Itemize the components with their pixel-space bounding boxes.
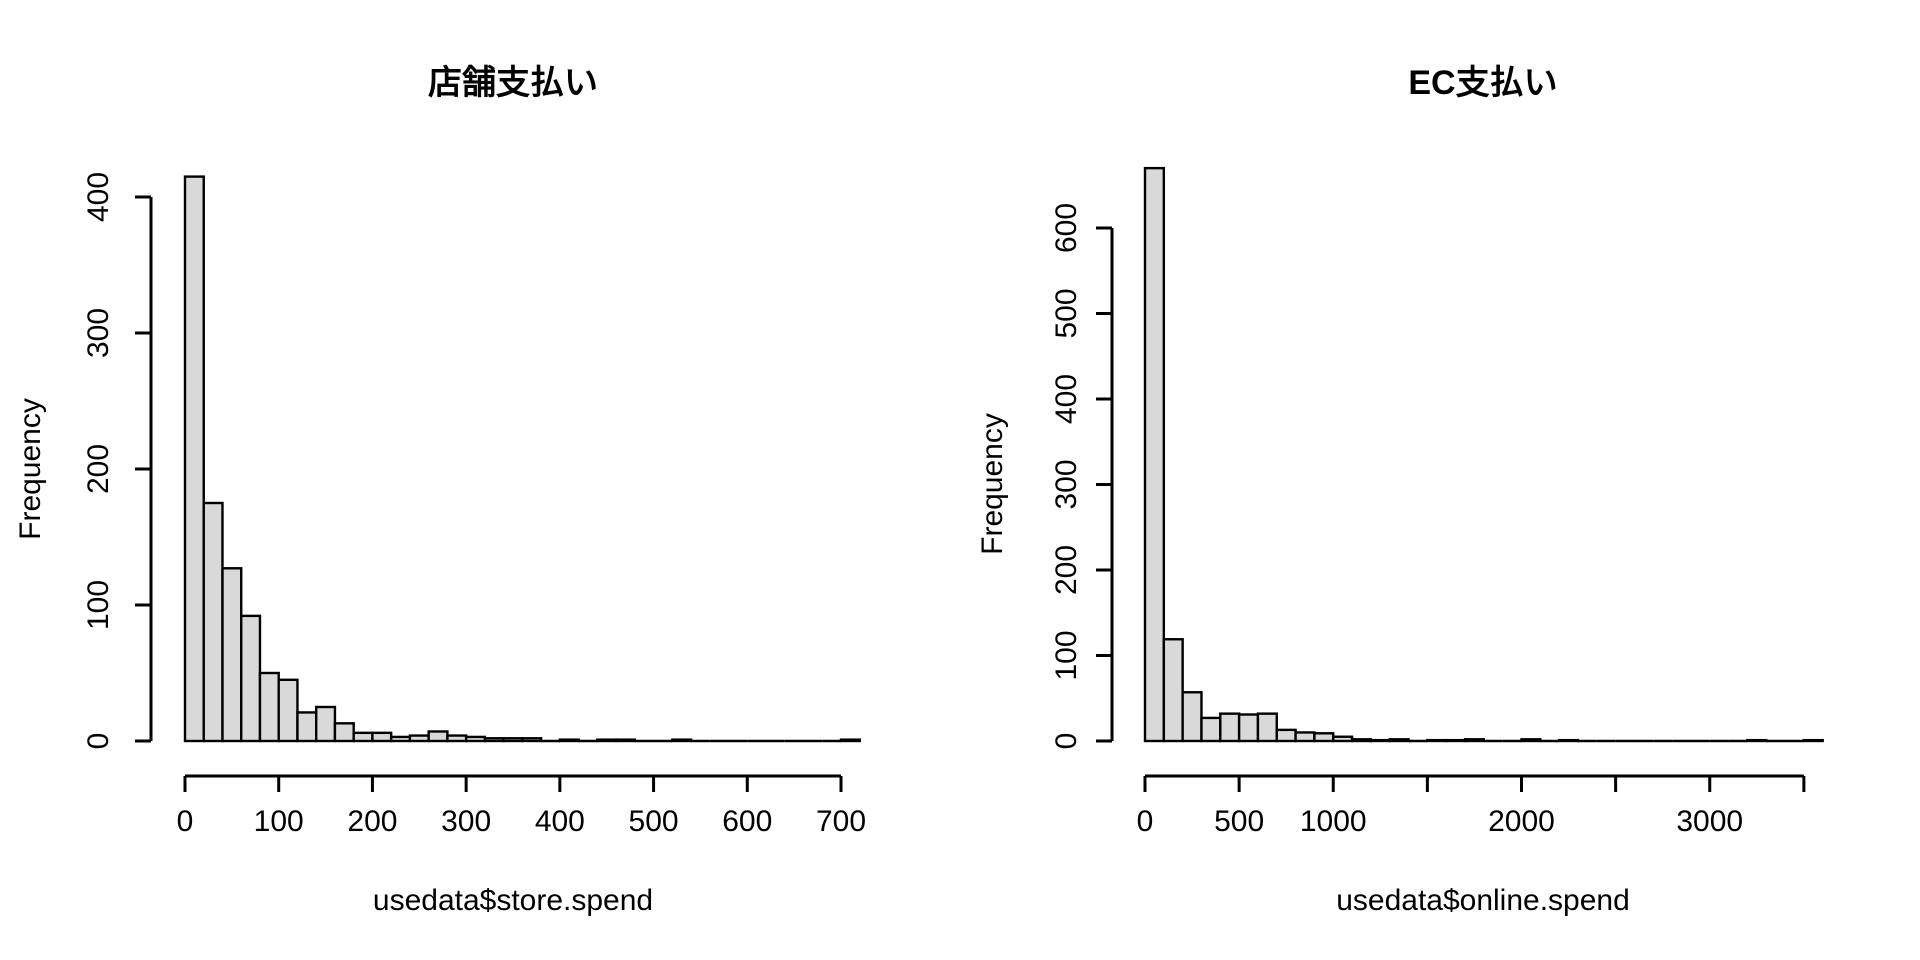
left-x-tick-label-100: 100 — [254, 805, 304, 838]
left-y-axis: 0 100 200 300 400 — [82, 172, 153, 750]
left-bar-bin-20 — [558, 738, 580, 743]
right-y-axis: 0 100 200 300 400 500 600 — [1050, 203, 1114, 750]
right-bar-bin-7 — [1275, 728, 1297, 743]
right-bar-bin-0 — [1143, 166, 1166, 743]
left-yaxis-title: Frequency — [14, 398, 47, 540]
left-bar-bin-1 — [202, 501, 224, 743]
left-x-tick-label-700: 700 — [816, 805, 866, 838]
right-x-tick-label-1000: 1000 — [1300, 805, 1367, 838]
right-bar-bin-10 — [1332, 735, 1354, 743]
right-plot-area: 0 100 200 300 400 500 600 0 500 1000 2000 3000 — [1050, 166, 1824, 838]
left-bar-bin-4 — [258, 671, 280, 743]
left-bars-group — [183, 175, 861, 743]
right-bar-bin-22 — [1557, 738, 1580, 743]
left-y-tick-label-400: 400 — [82, 172, 115, 222]
left-plot-title: 店舗支払い — [428, 64, 598, 102]
right-bar-bin-1 — [1162, 638, 1184, 743]
left-x-tick-label-300: 300 — [441, 805, 491, 838]
right-bars-group — [1143, 166, 1824, 743]
left-bar-bin-26 — [671, 738, 693, 743]
left-y-tick-label-200: 200 — [82, 444, 115, 494]
left-bar-bin-2 — [221, 567, 243, 743]
right-x-axis: 0 500 1000 2000 3000 — [1137, 774, 1806, 838]
left-plot-area: 0 100 200 300 400 0 100 200 300 400 500 600 700 — [82, 172, 866, 838]
right-bar-bin-17 — [1463, 738, 1486, 743]
right-bar-bin-4 — [1219, 712, 1241, 743]
right-bar-bin-13 — [1388, 738, 1410, 743]
right-xaxis-title: usedata$online.spend — [1336, 884, 1630, 917]
left-bar-bin-0 — [183, 175, 205, 743]
right-histogram-panel: EC支払い usedata$online.spend Frequency 0 10… — [976, 64, 1824, 917]
left-histogram-panel: 店舗支払い usedata$store.spend Frequency 0 100… — [14, 64, 866, 917]
left-bar-bin-13 — [427, 730, 449, 743]
left-xaxis-title: usedata$store.spend — [373, 884, 653, 917]
left-y-tick-label-0: 0 — [82, 733, 115, 750]
left-y-tick-label-300: 300 — [82, 308, 115, 358]
right-y-tick-label-400: 400 — [1050, 374, 1083, 424]
left-bar-bin-3 — [240, 614, 262, 743]
right-x-tick-label-2000: 2000 — [1488, 805, 1555, 838]
right-bar-bin-11 — [1350, 738, 1373, 743]
right-x-tick-label-500: 500 — [1214, 805, 1264, 838]
right-bar-bin-32 — [1746, 738, 1768, 743]
left-x-tick-label-500: 500 — [629, 805, 679, 838]
right-x-tick-label-3000: 3000 — [1676, 805, 1743, 838]
left-bar-bin-23 — [614, 738, 637, 743]
right-y-tick-label-500: 500 — [1050, 288, 1083, 338]
right-bar-bin-15 — [1426, 738, 1448, 743]
left-bar-bin-6 — [296, 711, 318, 743]
right-bar-bin-3 — [1200, 716, 1222, 743]
right-bar-bin-8 — [1294, 731, 1316, 743]
right-bar-bin-2 — [1181, 691, 1203, 743]
right-bar-bin-16 — [1444, 738, 1467, 743]
left-bar-bin-22 — [596, 738, 618, 743]
right-x-tick-label-0: 0 — [1137, 805, 1154, 838]
right-bar-bin-20 — [1520, 738, 1542, 743]
left-bar-bin-12 — [408, 734, 430, 743]
left-x-tick-label-0: 0 — [177, 805, 194, 838]
left-x-axis: 0 100 200 300 400 500 600 700 — [177, 774, 866, 838]
right-y-tick-label-200: 200 — [1050, 545, 1083, 595]
left-bar-bin-16 — [483, 737, 505, 743]
right-plot-title: EC支払い — [1408, 64, 1557, 102]
left-bar-bin-17 — [502, 737, 524, 743]
left-bar-bin-11 — [389, 735, 412, 743]
right-y-tick-label-300: 300 — [1050, 459, 1083, 509]
right-bar-bin-9 — [1313, 732, 1335, 743]
left-bar-bin-18 — [521, 737, 543, 743]
right-bar-bin-35 — [1802, 738, 1824, 743]
right-y-tick-label-600: 600 — [1050, 203, 1083, 253]
right-bar-bin-5 — [1237, 713, 1260, 743]
right-bar-bin-6 — [1256, 712, 1278, 743]
right-yaxis-title: Frequency — [976, 413, 1009, 555]
left-bar-bin-15 — [464, 735, 487, 743]
left-bar-bin-7 — [315, 705, 337, 743]
left-y-tick-label-100: 100 — [82, 580, 115, 630]
left-x-tick-label-400: 400 — [535, 805, 585, 838]
left-x-tick-label-200: 200 — [347, 805, 397, 838]
left-bar-bin-35 — [839, 738, 861, 743]
right-y-tick-label-100: 100 — [1050, 630, 1083, 680]
left-bar-bin-5 — [277, 678, 299, 743]
left-bar-bin-10 — [371, 731, 393, 743]
left-bar-bin-9 — [352, 731, 374, 743]
right-bar-bin-12 — [1369, 738, 1391, 743]
left-x-tick-label-600: 600 — [722, 805, 772, 838]
left-bar-bin-14 — [446, 734, 468, 743]
left-bar-bin-8 — [333, 722, 355, 743]
right-y-tick-label-0: 0 — [1050, 733, 1083, 750]
